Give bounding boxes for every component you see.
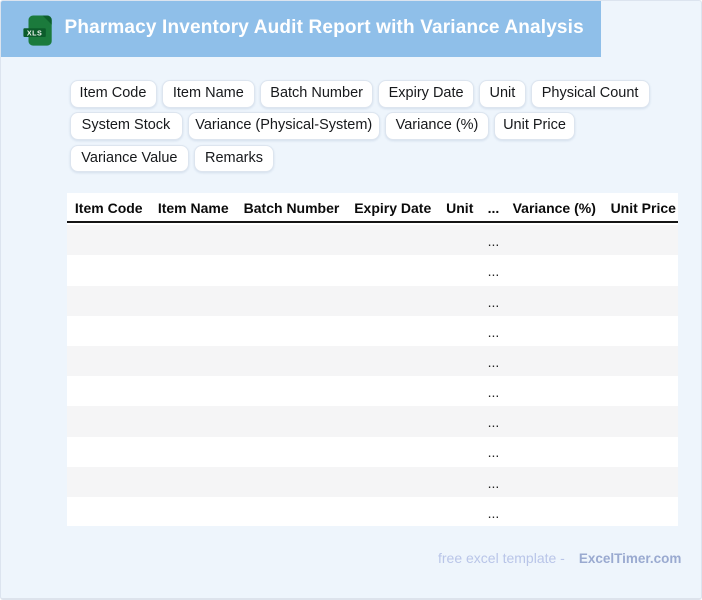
svg-text:XLS: XLS: [26, 28, 41, 37]
